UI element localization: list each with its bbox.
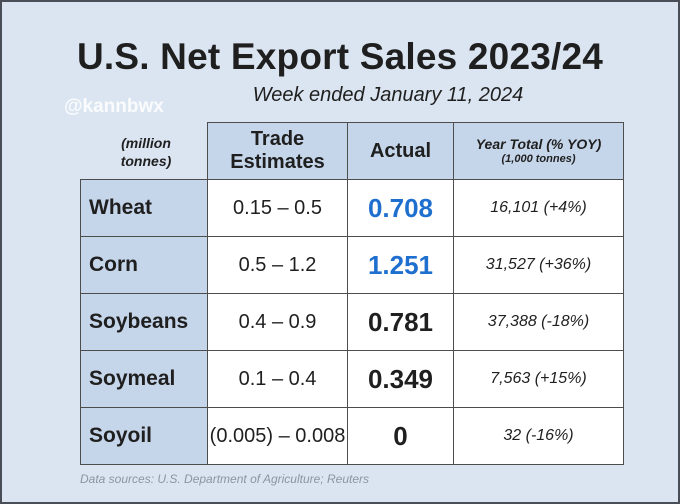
header-trade-estimates: Trade Estimates	[207, 122, 348, 180]
table-row: Wheat 0.15 – 0.5 0.708 16,101 (+4%)	[80, 179, 624, 237]
trade-estimate-cell: 0.5 – 1.2	[207, 236, 348, 294]
export-sales-table: Trade Estimates Actual Year Total (% YOY…	[80, 122, 624, 465]
header-actual: Actual	[347, 122, 454, 180]
year-total-cell: 16,101 (+4%)	[453, 179, 624, 237]
unit-label: (million tonnes)	[120, 135, 172, 169]
commodity-cell: Soybeans	[80, 293, 208, 351]
year-total-cell: 32 (-16%)	[453, 407, 624, 465]
actual-value-cell: 0.708	[347, 179, 454, 237]
table-row: Soymeal 0.1 – 0.4 0.349 7,563 (+15%)	[80, 350, 624, 408]
commodity-cell: Wheat	[80, 179, 208, 237]
trade-estimate-cell: (0.005) – 0.008	[207, 407, 348, 465]
trade-estimate-cell: 0.4 – 0.9	[207, 293, 348, 351]
actual-value-cell: 0.349	[347, 350, 454, 408]
header-year-total-unit: (1,000 tonnes)	[501, 153, 576, 165]
table-row: Corn 0.5 – 1.2 1.251 31,527 (+36%)	[80, 236, 624, 294]
table-header-row: Trade Estimates Actual Year Total (% YOY…	[81, 122, 624, 180]
year-total-cell: 37,388 (-18%)	[453, 293, 624, 351]
header-spacer	[81, 123, 208, 180]
data-source-note: Data sources: U.S. Department of Agricul…	[80, 472, 370, 486]
commodity-cell: Soymeal	[80, 350, 208, 408]
actual-value-cell: 0.781	[347, 293, 454, 351]
year-total-cell: 7,563 (+15%)	[453, 350, 624, 408]
table-row: Soyoil (0.005) – 0.008 0 32 (-16%)	[80, 407, 624, 465]
trade-estimate-cell: 0.15 – 0.5	[207, 179, 348, 237]
trade-estimate-cell: 0.1 – 0.4	[207, 350, 348, 408]
commodity-cell: Soyoil	[80, 407, 208, 465]
table-row: Soybeans 0.4 – 0.9 0.781 37,388 (-18%)	[80, 293, 624, 351]
header-year-total-label: Year Total (% YOY)	[475, 136, 602, 152]
page-title: U.S. Net Export Sales 2023/24	[76, 36, 604, 77]
year-total-cell: 31,527 (+36%)	[453, 236, 624, 294]
page-subtitle: Week ended January 11, 2024	[252, 84, 524, 106]
actual-value-cell: 1.251	[347, 236, 454, 294]
commodity-cell: Corn	[80, 236, 208, 294]
header-year-total: Year Total (% YOY) (1,000 tonnes)	[453, 122, 624, 180]
watermark-handle: @kannbwx	[64, 96, 164, 117]
actual-value-cell: 0	[347, 407, 454, 465]
